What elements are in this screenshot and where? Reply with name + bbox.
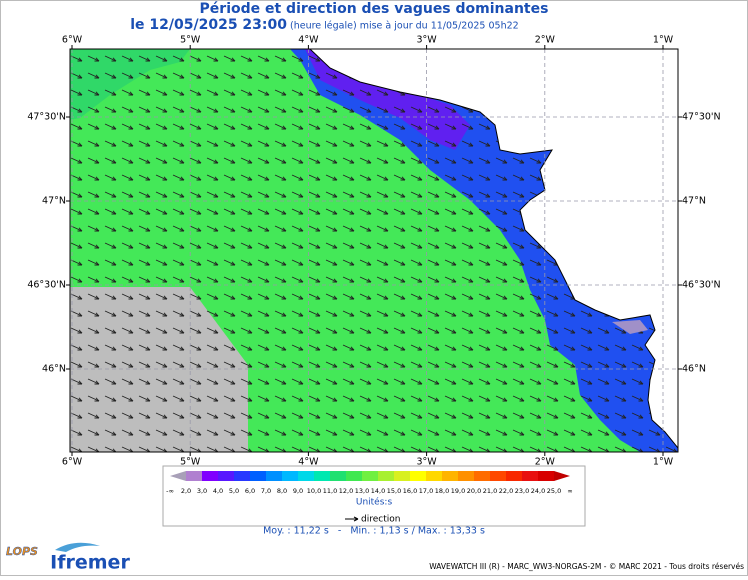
lon-label: 1°W (653, 457, 674, 468)
grid (70, 49, 678, 452)
lon-label: 5°W (180, 35, 201, 46)
colorbar-label: 18,0 (435, 487, 449, 495)
colorbar-cell (330, 471, 347, 481)
colorbar-label: 3,0 (197, 487, 207, 495)
stats: Moy. : 11,22 s - Min. : 1,13 s / Max. : … (263, 526, 485, 537)
date: le 12/05/2025 23:00 (130, 17, 287, 33)
colorbar-label: 13,0 (355, 487, 369, 495)
logo-lops: LOPS (6, 545, 38, 558)
lat-label: 47°N (682, 196, 706, 207)
colorbar-cell (426, 471, 443, 481)
lat-label: 47°30'N (682, 112, 721, 123)
colorbar-cell (362, 471, 379, 481)
colorbar-cell (234, 471, 251, 481)
colorbar-label: 24,0 (531, 487, 545, 495)
colorbar-label: 21,0 (483, 487, 497, 495)
colorbar-label: 20,0 (467, 487, 481, 495)
logo-ifremer: Ifremer (50, 552, 130, 574)
colorbar-label: 22,0 (499, 487, 513, 495)
colorbar-cell (170, 471, 186, 481)
lon-label: 4°W (298, 35, 319, 46)
colorbar-cell (202, 471, 219, 481)
lon-label: 6°W (62, 35, 83, 46)
colorbar: -∞ 2,0 3,0 4,0 5,0 6,0 7,0 8,0 9,0 10,0 11,0 12,0 13… (166, 471, 573, 495)
lon-label: 4°W (298, 457, 319, 468)
colorbar-cell (298, 471, 315, 481)
colorbar-cell (474, 471, 491, 481)
colorbar-cell (250, 471, 267, 481)
lon-label: 5°W (180, 457, 201, 468)
lat-label: 47°30'N (27, 112, 66, 123)
lon-label: 3°W (417, 35, 438, 46)
colorbar-label: 4,0 (213, 487, 223, 495)
land (309, 49, 678, 449)
colorbar-cell (266, 471, 283, 481)
colorbar-label: 7,0 (261, 487, 271, 495)
axes: 6°W 6°W 5°W 5°W 4°W 4°W 3°W 3°W 2°W 2°W 1°W 1°W 47°3… (27, 35, 720, 468)
colorbar-label: 5,0 (229, 487, 239, 495)
colorbar-label: 2,0 (181, 487, 191, 495)
colorbar-cell (522, 471, 539, 481)
colorbar-cell (442, 471, 459, 481)
map (70, 49, 678, 452)
lon-label: 1°W (653, 35, 674, 46)
colorbar-cell (282, 471, 299, 481)
map-frame (69, 48, 679, 453)
direction-arrowhead (353, 516, 359, 522)
colorbar-cell (394, 471, 411, 481)
lon-label: 2°W (535, 35, 556, 46)
lon-label: 3°W (417, 457, 438, 468)
colorbar-cell (554, 471, 570, 481)
title: Période et direction des vagues dominant… (200, 1, 549, 17)
colorbar-cell (314, 471, 331, 481)
colorbar-cell (186, 471, 203, 481)
colorbar-label: 23,0 (515, 487, 529, 495)
update: (heure légale) mise à jour du 11/05/2025… (290, 21, 519, 32)
colorbar-label: 9,0 (293, 487, 303, 495)
colorbar-label: 8,0 (277, 487, 287, 495)
estuary (612, 320, 648, 334)
colorbar-label: ∞ (567, 487, 572, 495)
colorbar-label: -∞ (166, 487, 174, 495)
credit: WAVEWATCH III (R) - MARC_WW3-NORGAS-2M -… (429, 562, 744, 571)
colorbar-label: 12,0 (339, 487, 353, 495)
logo-wave (55, 542, 100, 552)
colorbar-cell (410, 471, 427, 481)
colorbar-label: 15,0 (387, 487, 401, 495)
colorbar-label: 10,0 (307, 487, 321, 495)
colorbar-cell (218, 471, 235, 481)
direction-label: direction (361, 515, 400, 525)
colorbar-cell (378, 471, 395, 481)
unit: Unités:s (356, 497, 393, 508)
lat-label: 46°30'N (27, 280, 66, 291)
colorbar-cell (458, 471, 475, 481)
colorbar-cell (490, 471, 507, 481)
colorbar-cell (506, 471, 523, 481)
colorbar-label: 11,0 (323, 487, 337, 495)
colorbar-label: 25,0 (547, 487, 561, 495)
colorbar-cell (346, 471, 363, 481)
colorbar-label: 17,0 (419, 487, 433, 495)
lon-label: 6°W (62, 457, 83, 468)
lat-label: 46°N (682, 364, 706, 375)
lat-label: 47°N (42, 196, 66, 207)
lon-label: 2°W (535, 457, 556, 468)
colorbar-cell (538, 471, 555, 481)
colorbar-label: 14,0 (371, 487, 385, 495)
colorbar-label: 19,0 (451, 487, 465, 495)
colorbar-label: 16,0 (403, 487, 417, 495)
lat-label: 46°N (42, 364, 66, 375)
lat-label: 46°30'N (682, 280, 721, 291)
colorbar-label: 6,0 (245, 487, 255, 495)
